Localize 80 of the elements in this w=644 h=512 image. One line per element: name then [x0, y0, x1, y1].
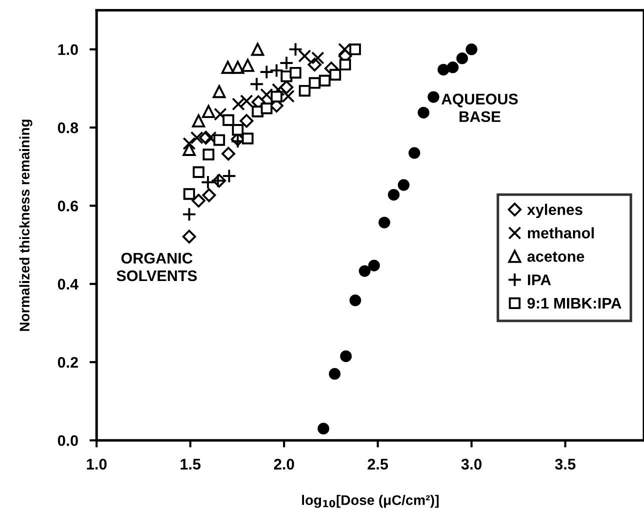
point	[349, 44, 361, 56]
point	[222, 168, 236, 184]
point	[368, 260, 380, 272]
point	[200, 175, 216, 190]
point	[340, 350, 352, 362]
point	[398, 179, 410, 191]
y-tick-label: 0.8	[58, 122, 78, 134]
point	[222, 146, 236, 161]
point	[202, 104, 216, 118]
point	[240, 114, 254, 128]
point	[231, 60, 244, 74]
legend-label: acetone	[527, 252, 584, 262]
point	[272, 83, 285, 96]
point	[290, 66, 302, 79]
legend-label: xylenes	[527, 204, 582, 218]
y-tick-label: 0.0	[58, 435, 78, 446]
point	[358, 265, 371, 277]
point	[260, 102, 272, 114]
point	[418, 106, 430, 119]
annotation: AQUEOUS BASE	[442, 94, 518, 122]
point	[428, 91, 440, 103]
y-tick-label: 0.4	[58, 278, 78, 290]
point	[329, 68, 342, 81]
point	[212, 85, 226, 98]
point	[282, 90, 295, 103]
x-tick-label: 2.5	[368, 458, 388, 470]
point	[183, 188, 196, 200]
y-axis-title: Normalized thickness remaining	[19, 120, 32, 331]
point	[349, 294, 362, 306]
point	[251, 42, 264, 56]
x-tick-label: 3.5	[554, 458, 576, 470]
point	[339, 58, 352, 70]
point	[182, 207, 196, 222]
point	[214, 108, 227, 121]
point	[202, 148, 214, 160]
point	[213, 134, 226, 146]
point	[182, 230, 196, 244]
x-tick-label: 2.0	[274, 458, 294, 470]
legend-label: methanol	[528, 227, 594, 238]
point	[192, 166, 204, 178]
point	[221, 60, 234, 74]
legend-label: 9:1 MIBK:IPA	[527, 298, 622, 309]
point	[298, 84, 311, 97]
point	[232, 98, 245, 111]
point	[456, 52, 468, 64]
point	[446, 61, 459, 74]
point	[466, 44, 478, 56]
point	[182, 142, 196, 156]
x-tick-label: 1.0	[86, 458, 107, 470]
point	[318, 422, 330, 434]
point	[222, 114, 234, 126]
point	[318, 74, 331, 86]
y-tick-label: 0.6	[58, 200, 78, 212]
point	[249, 76, 264, 92]
point	[308, 77, 320, 89]
point	[270, 90, 282, 102]
point	[408, 147, 420, 159]
x-tick-label: 3.0	[461, 458, 482, 470]
point	[182, 137, 196, 150]
point	[378, 216, 390, 228]
x-tick-label: 1.5	[180, 458, 201, 470]
point	[259, 64, 274, 80]
point	[192, 194, 206, 208]
point	[438, 64, 450, 76]
y-tick-label: 1.0	[58, 44, 78, 56]
annotation: ORGANIC SOLVENTS	[116, 252, 197, 282]
y-tick-label: 0.2	[58, 356, 78, 368]
point	[260, 88, 274, 102]
point	[242, 132, 254, 144]
legend-label: IPA	[528, 274, 551, 286]
point	[388, 188, 400, 201]
point	[328, 368, 341, 380]
point	[288, 42, 303, 57]
point	[240, 94, 254, 108]
point	[241, 58, 254, 72]
point	[232, 124, 244, 136]
point	[192, 114, 206, 128]
point	[338, 42, 352, 56]
x-axis-title: log$_{10}$[Dose (μC/cm²)]	[302, 494, 439, 508]
point	[202, 188, 216, 202]
